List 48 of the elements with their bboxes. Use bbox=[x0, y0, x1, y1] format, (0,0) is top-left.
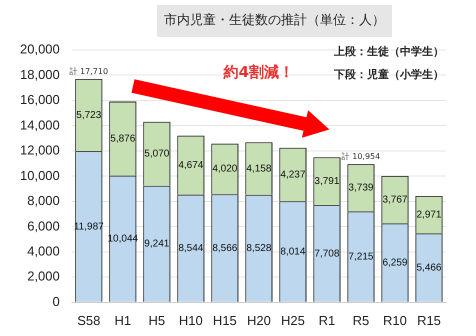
y-tick-label: 16,000 bbox=[20, 92, 60, 108]
x-tick-label: H20 bbox=[246, 312, 271, 328]
data-label: 9,241 bbox=[144, 238, 170, 250]
data-label: 5,466 bbox=[416, 262, 442, 274]
data-label: 4,158 bbox=[246, 163, 272, 174]
x-tick-label: S58 bbox=[77, 312, 100, 328]
data-label: 8,014 bbox=[280, 246, 306, 258]
x-tick-label: R5 bbox=[352, 312, 370, 328]
y-tick-label: 8,000 bbox=[27, 193, 60, 208]
y-tick-label: 10,000 bbox=[20, 168, 60, 183]
data-label: 3,739 bbox=[348, 182, 374, 194]
chart-title: 市内児童・生徒数の推計（単位：人） bbox=[157, 5, 392, 37]
y-tick-label: 14,000 bbox=[20, 117, 60, 132]
data-label: 2,971 bbox=[416, 209, 442, 220]
y-tick-label: 6,000 bbox=[27, 218, 60, 234]
data-label: 7,215 bbox=[348, 251, 374, 262]
data-label: 5,876 bbox=[110, 133, 136, 144]
x-tick-label: H15 bbox=[212, 312, 237, 328]
data-label: 4,674 bbox=[178, 160, 204, 171]
x-tick-label: R10 bbox=[383, 312, 407, 328]
data-label: 3,791 bbox=[314, 176, 340, 187]
annotation: 上段：生徒（中学生） bbox=[333, 44, 444, 58]
x-tick-label: H5 bbox=[148, 312, 166, 328]
annotation: 計 10,954 bbox=[342, 152, 380, 162]
x-tick-label: R1 bbox=[318, 312, 336, 328]
data-label: 4,237 bbox=[280, 169, 306, 180]
annotation: 約4割減！ bbox=[222, 62, 294, 81]
data-label: 6,259 bbox=[382, 257, 408, 268]
x-tick-label: H1 bbox=[114, 312, 132, 328]
y-tick-label: 18,000 bbox=[20, 66, 60, 82]
data-label: 7,708 bbox=[314, 248, 340, 260]
data-label: 5,070 bbox=[144, 148, 170, 160]
data-label: 3,767 bbox=[382, 194, 408, 206]
annotation: 下段：児童（小学生） bbox=[333, 68, 444, 81]
y-tick-label: 2,000 bbox=[27, 268, 60, 284]
data-label: 4,020 bbox=[212, 164, 238, 175]
y-tick-label: 4,000 bbox=[27, 244, 60, 258]
y-tick-label: 12,000 bbox=[20, 142, 60, 158]
data-label: 8,566 bbox=[212, 242, 238, 254]
x-tick-label: H10 bbox=[178, 312, 203, 328]
data-label: 8,528 bbox=[246, 243, 272, 254]
x-tick-label: H25 bbox=[280, 312, 305, 328]
annotation: 計 17,710 bbox=[70, 66, 108, 76]
data-label: 5,723 bbox=[76, 110, 102, 121]
data-label: 8,544 bbox=[178, 242, 204, 254]
x-tick-label: R15 bbox=[417, 312, 441, 328]
y-tick-label: 0 bbox=[52, 294, 60, 309]
y-tick-label: 20,000 bbox=[20, 42, 60, 57]
